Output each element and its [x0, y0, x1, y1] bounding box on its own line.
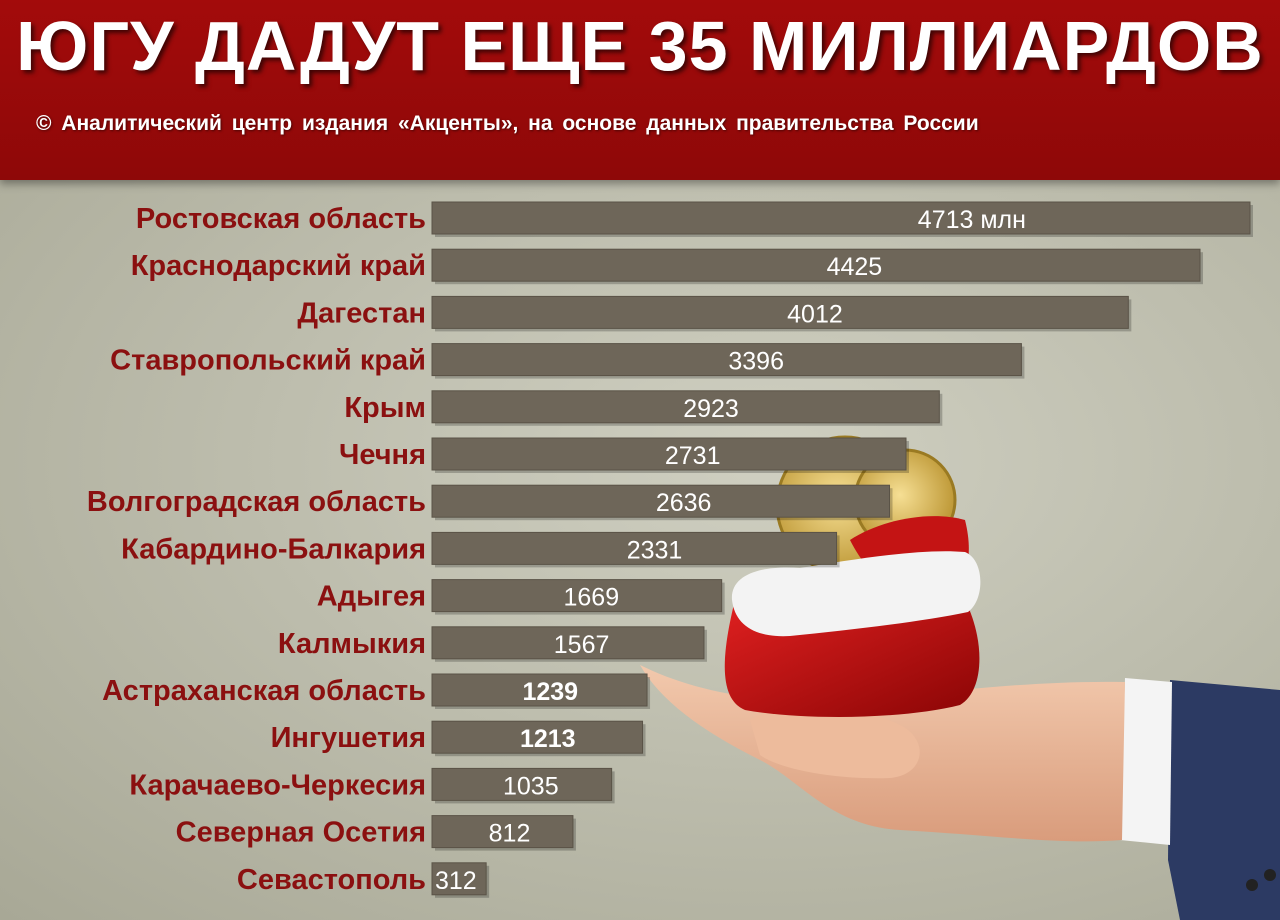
- value-label: 2636: [656, 489, 712, 517]
- category-label: Ставропольский край: [110, 345, 426, 377]
- bar: [431, 390, 940, 424]
- value-label: 4425: [827, 253, 883, 281]
- value-label: 1567: [554, 631, 610, 659]
- category-label: Ингушетия: [271, 722, 426, 754]
- bar: [431, 201, 1251, 235]
- bar: [431, 862, 487, 896]
- bar: [431, 248, 1201, 282]
- value-label: 1213: [520, 725, 576, 753]
- value-label: 2731: [665, 442, 721, 470]
- bar: [431, 767, 613, 801]
- bar: [431, 626, 705, 660]
- value-label: 312: [435, 867, 477, 895]
- value-label: 2331: [627, 536, 683, 564]
- bar: [431, 343, 1022, 377]
- bar: [431, 295, 1129, 329]
- value-label: 1035: [503, 772, 559, 800]
- bar: [431, 815, 574, 849]
- category-label: Калмыкия: [278, 628, 426, 660]
- category-label: Краснодарский край: [131, 250, 426, 282]
- category-label: Северная Осетия: [176, 817, 426, 849]
- bar: [431, 437, 907, 471]
- value-label: 4713 млн: [918, 206, 1026, 234]
- page-title: ЮГУ ДАДУТ ЕЩЕ 35 МИЛЛИАРДОВ: [16, 7, 1264, 85]
- category-label: Ростовская область: [136, 203, 426, 235]
- value-label: 3396: [728, 348, 784, 376]
- category-label: Карачаево-Черкесия: [129, 769, 426, 801]
- bar: [431, 531, 838, 565]
- value-label: 1669: [564, 584, 620, 612]
- gift-bag-illustration: [640, 435, 1280, 920]
- header-banner: ЮГУ ДАДУТ ЕЩЕ 35 МИЛЛИАРДОВ © Аналитичес…: [0, 0, 1280, 180]
- bar: [431, 484, 891, 518]
- value-label: 2923: [683, 395, 739, 423]
- bar: [431, 720, 644, 754]
- category-label: Чечня: [339, 439, 426, 471]
- bar: [431, 673, 648, 707]
- source-credit: © Аналитический центр издания «Акценты»,…: [36, 112, 979, 135]
- category-label: Дагестан: [297, 297, 426, 329]
- category-label: Волгоградская область: [87, 486, 426, 518]
- value-label: 4012: [787, 300, 843, 328]
- value-label: 812: [489, 820, 531, 848]
- category-label: Крым: [344, 392, 426, 424]
- category-label: Кабардино-Балкария: [121, 533, 426, 565]
- category-label: Астраханская область: [102, 675, 426, 707]
- category-label: Севастополь: [237, 864, 426, 896]
- category-label: Адыгея: [317, 581, 426, 613]
- value-label: 1239: [522, 678, 578, 706]
- bar: [431, 579, 723, 613]
